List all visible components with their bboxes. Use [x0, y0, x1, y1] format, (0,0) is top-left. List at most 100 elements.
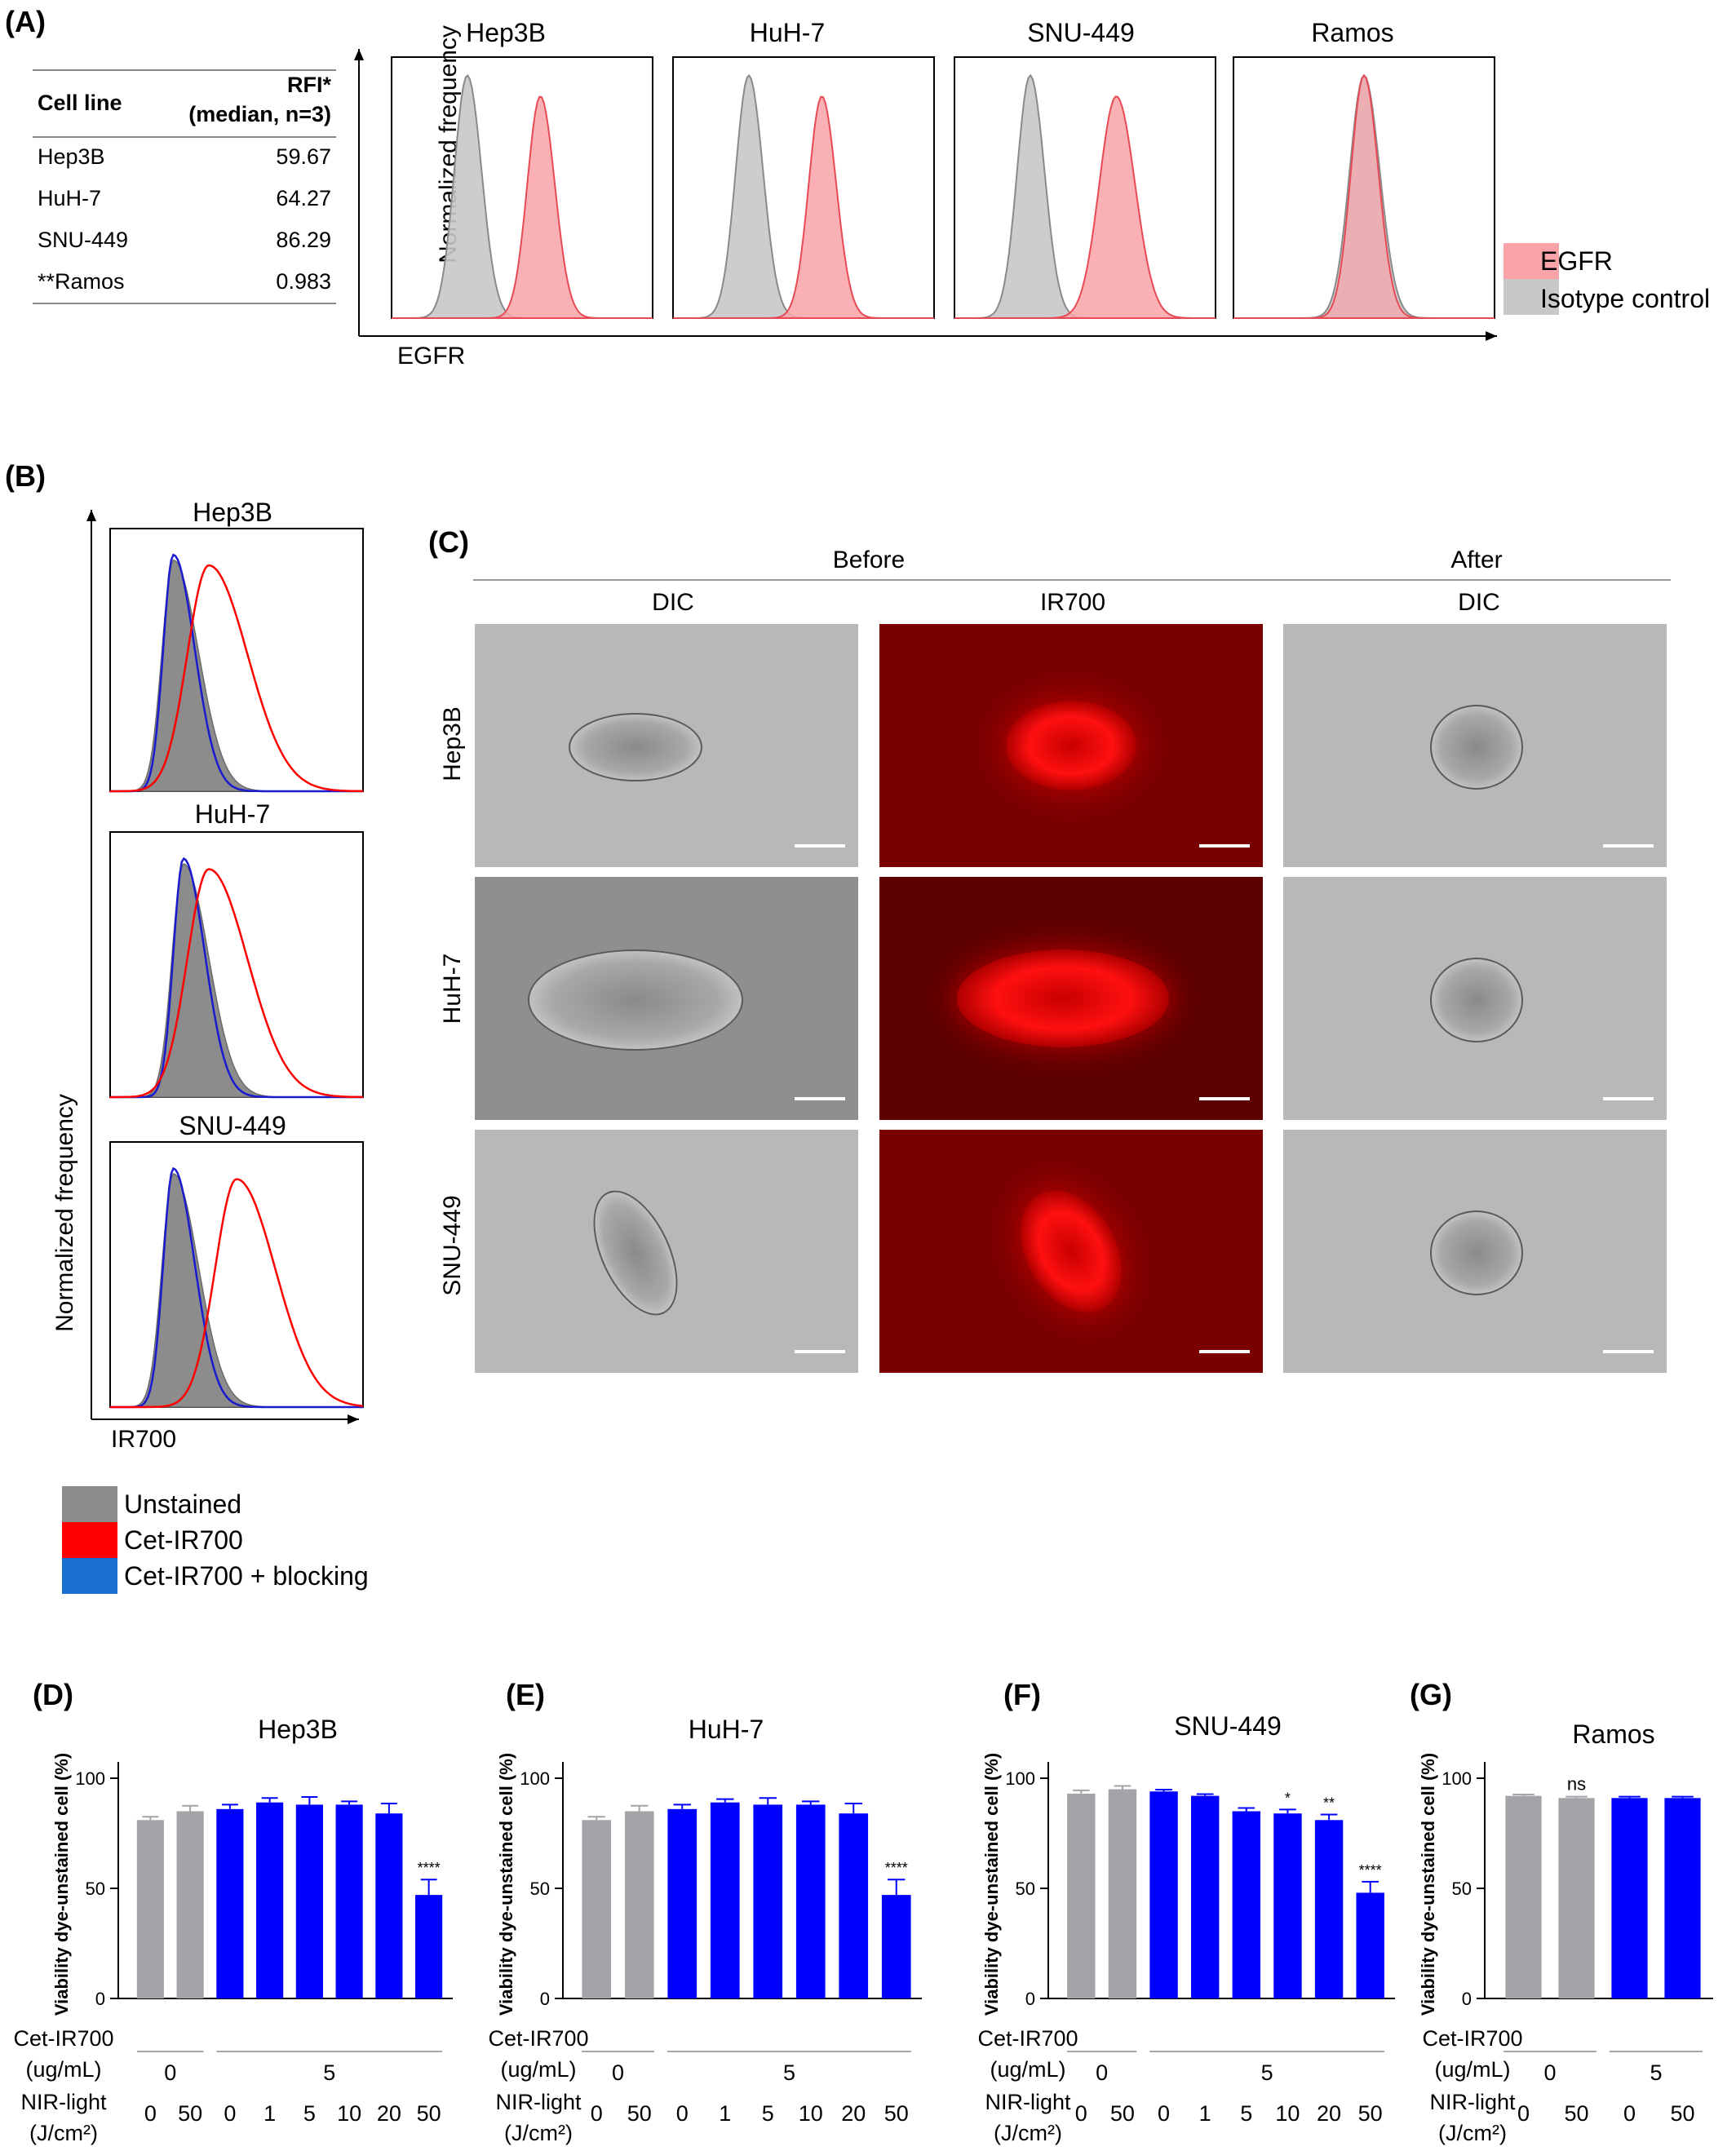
cet-dose-label: 5: [783, 2060, 795, 2085]
bar-chart-d: [110, 1762, 453, 2052]
cet-dose-label: 5: [1261, 2060, 1273, 2085]
bar: [1664, 1798, 1701, 1998]
bar: [839, 1813, 869, 1998]
egfr-histogram: [392, 95, 653, 319]
hist-a-title-2: HuH-7: [749, 18, 826, 47]
bar: [753, 1804, 783, 1998]
nir-dose-label: 50: [1564, 2101, 1588, 2126]
table-header-rfi-sub: (median, n=3): [188, 102, 331, 126]
legend-swatch-egfr: [1504, 243, 1559, 279]
scale-bar: [795, 1097, 845, 1100]
hist-a-title-3: SNU-449: [1027, 18, 1135, 47]
bar-title-d: Hep3B: [258, 1715, 338, 1744]
panel-label-f: (F): [1003, 1678, 1041, 1711]
hist-b-title-3: SNU-449: [179, 1111, 286, 1140]
bar-chart-e: [555, 1762, 922, 2052]
dic-image: [475, 1130, 858, 1373]
cet-row-unit: (ug/mL): [1434, 2057, 1510, 2082]
nir-dose-label: 50: [1670, 2101, 1694, 2126]
dic-image: [475, 877, 858, 1120]
nir-dose-label: 0: [591, 2101, 603, 2126]
cet-dose-label: 0: [164, 2060, 176, 2085]
scale-bar: [1603, 1097, 1654, 1100]
nir-row-label: NIR-light: [1429, 2090, 1516, 2114]
cet-row-unit: (ug/mL): [990, 2057, 1065, 2082]
cet-row-unit: (ug/mL): [500, 2057, 576, 2082]
hist-a-plot-1: [391, 56, 653, 319]
bar: [176, 1811, 204, 1998]
hist-b-title-2: HuH-7: [194, 799, 271, 829]
legend-swatch-cet-blocking: [62, 1558, 117, 1594]
fluorescent-cell: [1006, 701, 1136, 790]
nir-dose-label: 10: [337, 2101, 361, 2126]
bar: [582, 1820, 612, 1998]
y-axis-label: Viability dye-unstained cell (%): [1418, 1753, 1438, 2016]
y-tick-label: 50: [1452, 1879, 1472, 1899]
y-tick-label: 100: [1442, 1768, 1472, 1789]
hist-b-title-1: Hep3B: [193, 498, 272, 527]
cell-body: [569, 713, 702, 781]
bar: [710, 1802, 740, 1998]
nir-row-label: NIR-light: [985, 2090, 1071, 2114]
bar-title-f: SNU-449: [1174, 1711, 1282, 1741]
significance-label: ****: [885, 1860, 908, 1876]
cet-dose-label: 5: [1650, 2060, 1662, 2085]
fluorescent-cell: [957, 949, 1169, 1047]
cet-row-unit: (ug/mL): [25, 2057, 101, 2082]
nir-dose-label: 0: [676, 2101, 689, 2126]
nir-dose-label: 0: [1158, 2101, 1170, 2126]
legend-label-cet: Cet-IR700: [124, 1525, 243, 1555]
y-tick-label: 0: [1025, 1989, 1035, 2009]
bar-title-e: HuH-7: [688, 1715, 764, 1744]
ir700-image: [879, 624, 1263, 867]
bar: [335, 1804, 363, 1998]
hist-b-plot-1: [108, 528, 364, 793]
scale-bar: [1603, 844, 1654, 848]
scale-bar: [1603, 1350, 1654, 1353]
col-label-dic-before: DIC: [652, 589, 694, 616]
hist-b-plot-2: [108, 831, 364, 1099]
y-tick-label: 100: [75, 1768, 105, 1789]
y-axis-label: Viability dye-unstained cell (%): [51, 1753, 72, 2016]
nir-dose-label: 50: [1358, 2101, 1383, 2126]
nir-dose-label: 0: [1623, 2101, 1636, 2126]
bar: [1149, 1791, 1178, 1998]
y-tick-label: 50: [86, 1879, 105, 1899]
hist-b-frame: [109, 528, 364, 792]
nir-dose-label: 20: [1317, 2101, 1341, 2126]
cet-row-label: Cet-IR700: [13, 2026, 113, 2051]
scale-bar: [1199, 844, 1250, 848]
scale-bar: [795, 844, 845, 848]
bar-chart-f: [1040, 1762, 1395, 2052]
nir-row-unit: (J/cm²): [504, 2121, 573, 2145]
group-label-before: Before: [832, 547, 906, 573]
blocking-histogram: [110, 1166, 363, 1409]
significance-label: *: [1285, 1790, 1291, 1806]
bar-chart-g: [1477, 1762, 1713, 2052]
y-axis-label: Viability dye-unstained cell (%): [496, 1753, 516, 2016]
significance-label: ****: [418, 1860, 441, 1876]
panel-b-y-axis-arrow-head: [86, 510, 96, 521]
bar: [1611, 1798, 1648, 1998]
y-tick-label: 100: [1005, 1768, 1035, 1789]
nir-dose-label: 0: [1075, 2101, 1087, 2126]
nir-dose-label: 50: [627, 2101, 652, 2126]
nir-dose-label: 10: [799, 2101, 823, 2126]
y-tick-label: 0: [1462, 1989, 1472, 2009]
panel-label-e: (E): [506, 1678, 545, 1711]
legend-label-egfr: EGFR: [1540, 246, 1613, 276]
scale-bar: [1199, 1097, 1250, 1100]
group-rule-after: [1283, 579, 1671, 581]
col-label-ir700: IR700: [1039, 589, 1106, 616]
bar: [1190, 1795, 1220, 1998]
scale-bar: [1199, 1350, 1250, 1353]
nir-dose-label: 50: [417, 2101, 441, 2126]
unstained-histogram: [110, 559, 363, 792]
panel-label-a: (A): [5, 5, 46, 38]
significance-label: ns: [1567, 1774, 1586, 1795]
y-tick-label: 50: [1016, 1879, 1035, 1899]
hist-b-plot-3: [109, 1141, 364, 1409]
legend-label-cet-blocking: Cet-IR700 + blocking: [124, 1561, 369, 1591]
bar: [1273, 1813, 1302, 1998]
panel-b-x-axis-arrow-head: [348, 1414, 359, 1424]
